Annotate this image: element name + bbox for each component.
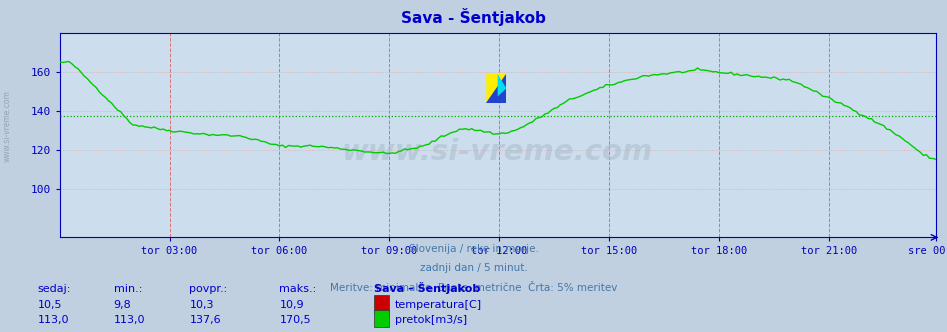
Polygon shape (498, 74, 507, 97)
Text: maks.:: maks.: (279, 284, 316, 294)
Text: Sava - Šentjakob: Sava - Šentjakob (402, 8, 545, 26)
Text: 10,9: 10,9 (279, 300, 304, 310)
Text: 10,5: 10,5 (38, 300, 63, 310)
Text: www.si-vreme.com: www.si-vreme.com (342, 138, 653, 166)
Text: Sava – Šentjakob: Sava – Šentjakob (374, 282, 480, 294)
Text: 170,5: 170,5 (279, 315, 311, 325)
Polygon shape (486, 74, 507, 103)
Text: pretok[m3/s]: pretok[m3/s] (395, 315, 467, 325)
Text: 113,0: 113,0 (38, 315, 69, 325)
Text: 113,0: 113,0 (114, 315, 145, 325)
Text: min.:: min.: (114, 284, 142, 294)
Text: 137,6: 137,6 (189, 315, 221, 325)
Text: temperatura[C]: temperatura[C] (395, 300, 482, 310)
Text: 9,8: 9,8 (114, 300, 132, 310)
Text: povpr.:: povpr.: (189, 284, 227, 294)
Text: sedaj:: sedaj: (38, 284, 71, 294)
Text: zadnji dan / 5 minut.: zadnji dan / 5 minut. (420, 263, 527, 273)
Text: www.si-vreme.com: www.si-vreme.com (3, 90, 12, 162)
Text: 10,3: 10,3 (189, 300, 214, 310)
Polygon shape (486, 74, 507, 103)
Text: Meritve: minimalne  Enote: metrične  Črta: 5% meritev: Meritve: minimalne Enote: metrične Črta:… (330, 283, 617, 292)
Text: Slovenija / reke in morje.: Slovenija / reke in morje. (408, 244, 539, 254)
